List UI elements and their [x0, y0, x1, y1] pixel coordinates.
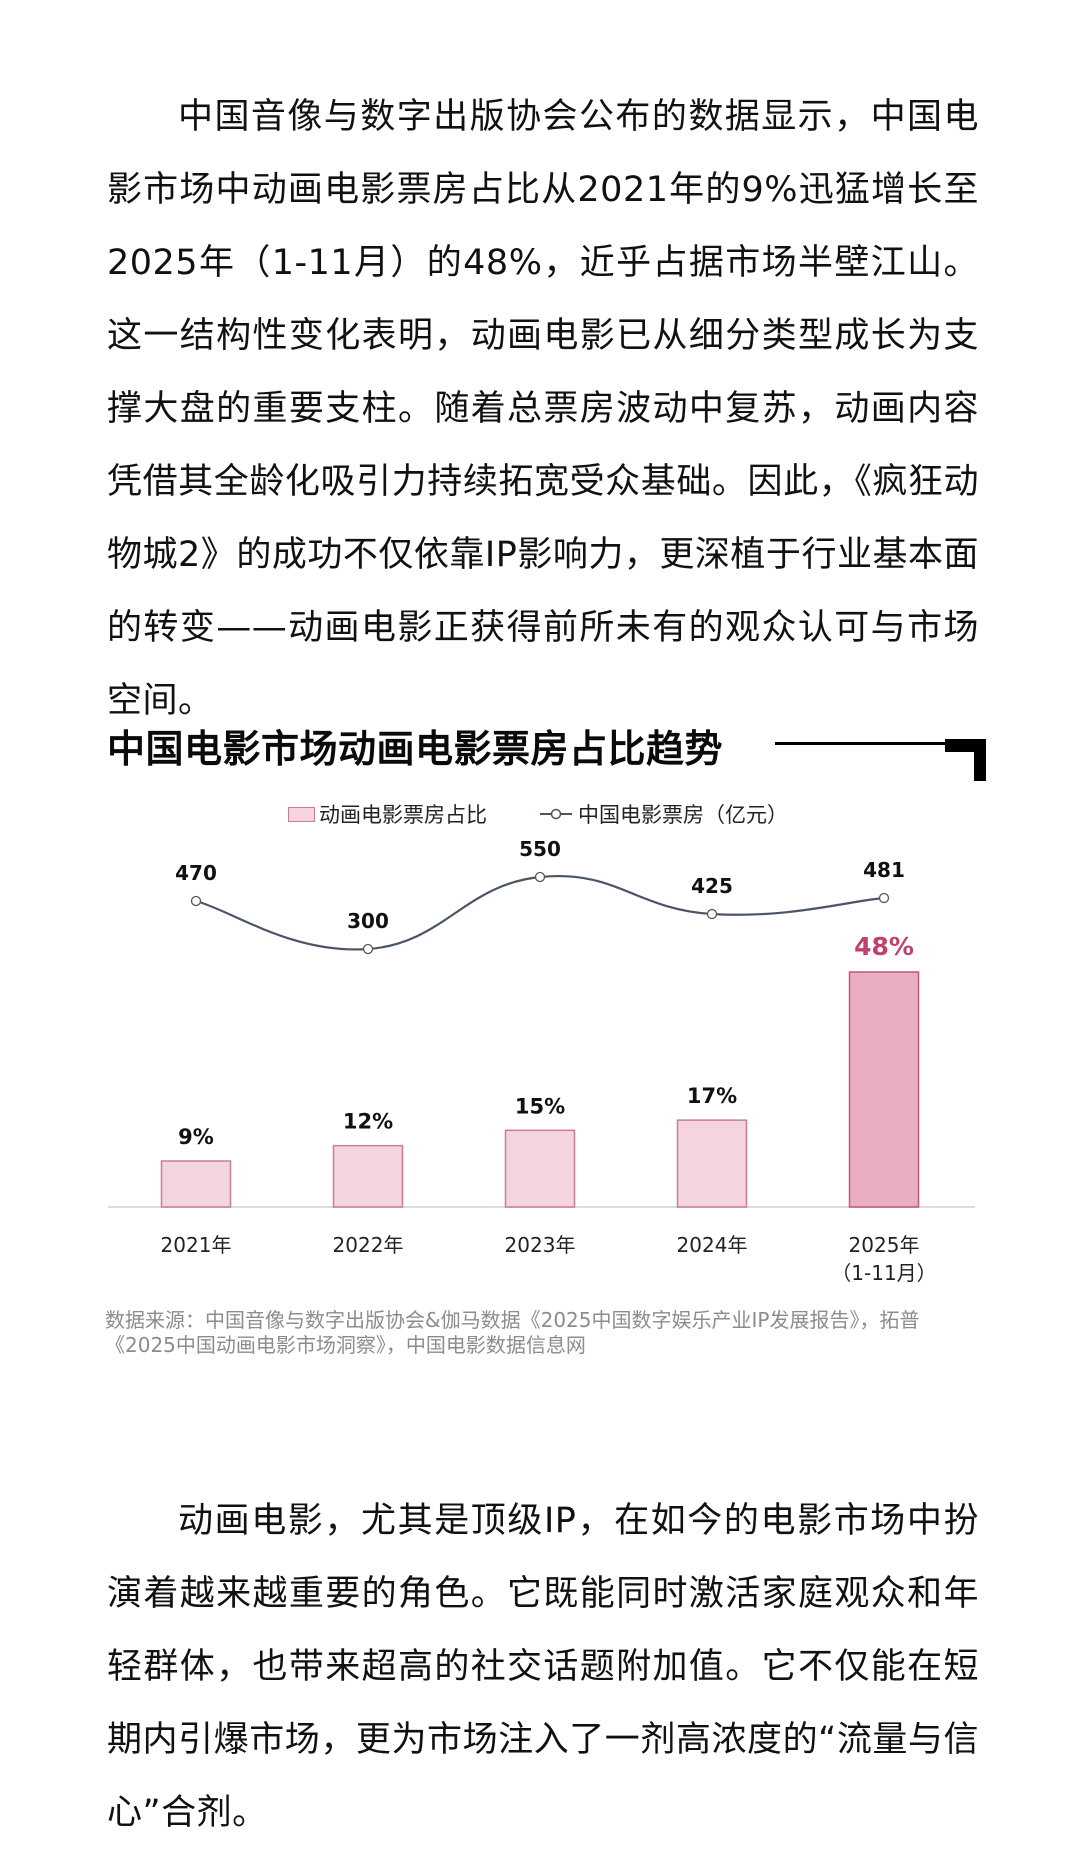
line-value-label: 470 [175, 861, 217, 885]
legend-item-bar: 动画电影票房占比 [288, 800, 487, 828]
bar-4 [848, 971, 920, 1208]
line-value-label: 550 [519, 837, 561, 861]
data-source-note: 数据来源：中国音像与数字出版协会&伽马数据《2025中国数字娱乐产业IP发展报告… [105, 1308, 985, 1358]
bar-1 [332, 1144, 404, 1208]
bar-swatch-icon [288, 806, 315, 822]
legend-line-label: 中国电影票房（亿元） [578, 803, 788, 827]
x-tick-label: 2025年 [849, 1233, 920, 1257]
bar-value-label: 17% [687, 1084, 737, 1108]
line-value-label: 300 [347, 909, 389, 933]
box-office-line [195, 874, 885, 951]
bar-value-label: 9% [178, 1125, 214, 1149]
line-point-marker [878, 892, 890, 904]
chart-legend: 动画电影票房占比 中国电影票房（亿元） [0, 800, 1080, 828]
bar-value-label: 48% [854, 932, 914, 961]
source-line-2: 《2025中国动画电影市场洞察》，中国电影数据信息网 [105, 1333, 586, 1357]
line-point-marker [362, 943, 374, 955]
article-paragraph-1: 中国音像与数字出版协会公布的数据显示，中国电影市场中动画电影票房占比从2021年… [107, 97, 979, 721]
bar-value-label: 15% [515, 1094, 565, 1118]
source-line-1: 数据来源：中国音像与数字出版协会&伽马数据《2025中国数字娱乐产业IP发展报告… [105, 1308, 920, 1332]
bar-3 [676, 1119, 748, 1208]
legend-bar-label: 动画电影票房占比 [319, 803, 487, 827]
x-tick-label: 2024年 [677, 1233, 748, 1257]
line-value-label: 481 [863, 858, 905, 882]
combo-chart: 9% 12% 15% 17% 48% 2021年 2022年 2023年 2024年 2025年 （… [108, 837, 975, 1285]
x-tick-label: （1-11月） [831, 1261, 936, 1285]
article-paragraph-2: 动画电影，尤其是顶级IP，在如今的电影市场中扮演着越来越重要的角色。它既能同时激… [107, 1501, 979, 1833]
x-tick-label: 2022年 [333, 1233, 404, 1257]
bar-0 [160, 1160, 232, 1208]
x-tick-label: 2021年 [161, 1233, 232, 1257]
line-value-label: 425 [691, 874, 733, 898]
legend-item-line: 中国电影票房（亿元） [538, 800, 788, 828]
x-tick-label: 2023年 [505, 1233, 576, 1257]
chart-title: 中国电影市场动画电影票房占比趋势 [107, 727, 724, 771]
line-point-marker [534, 871, 546, 883]
bar-value-label: 12% [343, 1110, 393, 1134]
title-decoration-line [775, 742, 950, 745]
bar-2 [504, 1129, 576, 1208]
title-decoration-corner-leg [974, 739, 986, 781]
line-point-marker [190, 895, 202, 907]
line-marker-icon [540, 808, 572, 820]
line-point-marker [706, 908, 718, 920]
